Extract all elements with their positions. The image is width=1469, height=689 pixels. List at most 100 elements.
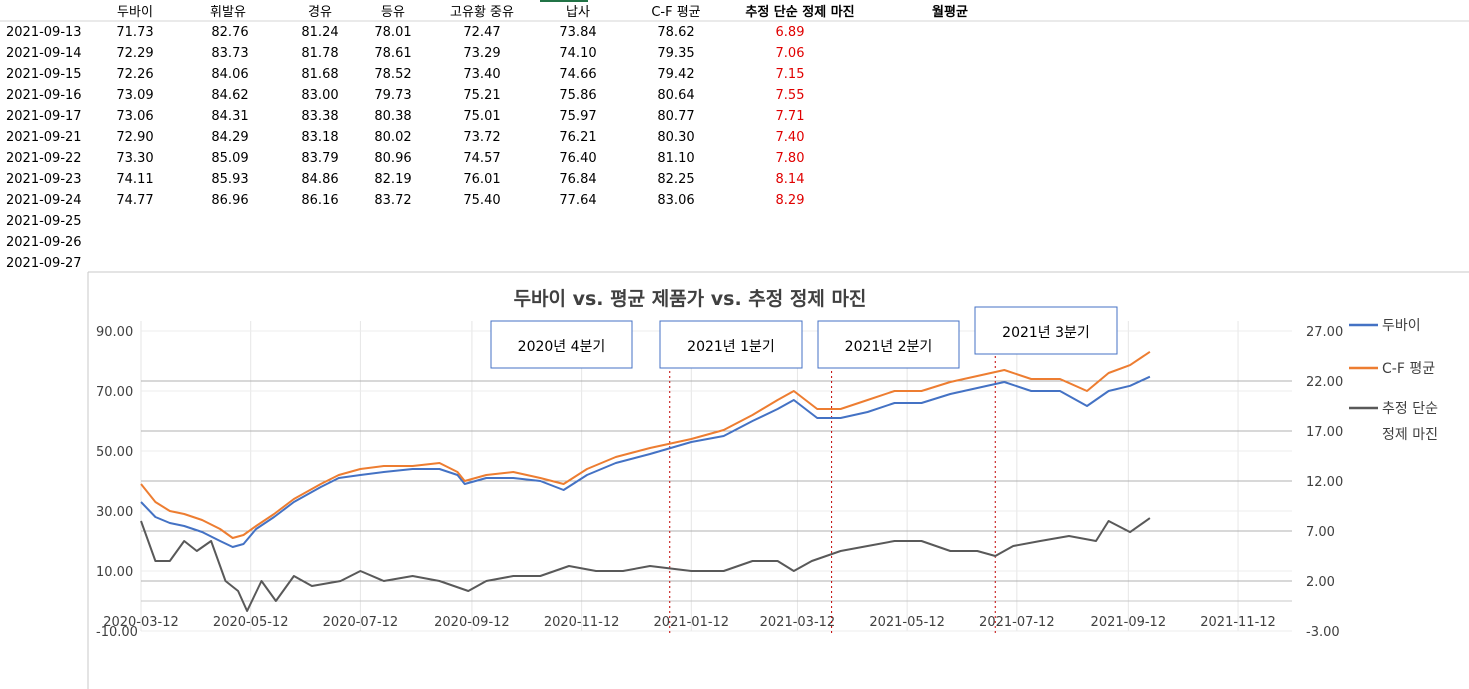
- value-cell[interactable]: 81.10: [657, 151, 694, 166]
- value-cell[interactable]: 75.40: [463, 193, 500, 208]
- margin-value-cell[interactable]: 7.06: [776, 46, 805, 61]
- value-cell[interactable]: 76.84: [559, 172, 596, 187]
- margin-value-cell[interactable]: 8.29: [776, 193, 805, 208]
- value-cell[interactable]: 82.76: [211, 25, 248, 40]
- value-cell[interactable]: 84.29: [211, 130, 248, 145]
- value-cell[interactable]: 79.73: [374, 88, 411, 103]
- value-cell[interactable]: 84.31: [211, 109, 248, 124]
- margin-value-cell[interactable]: 7.80: [776, 151, 805, 166]
- value-cell[interactable]: 74.77: [116, 193, 153, 208]
- row-date-cell[interactable]: 2021-09-26: [6, 235, 82, 250]
- value-cell[interactable]: 81.68: [301, 67, 338, 82]
- value-cell[interactable]: 72.29: [116, 46, 153, 61]
- value-cell[interactable]: 73.72: [463, 130, 500, 145]
- value-cell[interactable]: 76.01: [463, 172, 500, 187]
- value-cell[interactable]: 75.86: [559, 88, 596, 103]
- value-cell[interactable]: 84.86: [301, 172, 338, 187]
- value-cell[interactable]: 74.66: [559, 67, 596, 82]
- series-line-2[interactable]: [140, 517, 1151, 612]
- value-cell[interactable]: 71.73: [116, 25, 153, 40]
- quarter-label-box[interactable]: [817, 320, 960, 369]
- column-header[interactable]: 경유: [308, 5, 332, 20]
- legend-entry[interactable]: 두바이: [1382, 318, 1421, 334]
- value-cell[interactable]: 74.10: [559, 46, 596, 61]
- value-cell[interactable]: 72.47: [463, 25, 500, 40]
- column-header[interactable]: 납사: [566, 5, 590, 20]
- value-cell[interactable]: 73.06: [116, 109, 153, 124]
- value-cell[interactable]: 80.64: [657, 88, 694, 103]
- value-cell[interactable]: 80.02: [374, 130, 411, 145]
- value-cell[interactable]: 80.38: [374, 109, 411, 124]
- value-cell[interactable]: 72.90: [116, 130, 153, 145]
- legend-entry[interactable]: C-F 평균: [1382, 361, 1435, 377]
- row-date-cell[interactable]: 2021-09-22: [6, 151, 82, 166]
- row-date-cell[interactable]: 2021-09-14: [6, 46, 82, 61]
- value-cell[interactable]: 79.35: [657, 46, 694, 61]
- column-header[interactable]: 추정 단순 정제 마진: [745, 4, 854, 20]
- value-cell[interactable]: 72.26: [116, 67, 153, 82]
- value-cell[interactable]: 79.42: [657, 67, 694, 82]
- value-cell[interactable]: 85.09: [211, 151, 248, 166]
- series-line-1[interactable]: [140, 350, 1151, 539]
- column-header[interactable]: 두바이: [117, 5, 153, 20]
- row-date-cell[interactable]: 2021-09-25: [6, 214, 82, 229]
- column-header[interactable]: 고유황 중유: [450, 5, 514, 20]
- value-cell[interactable]: 80.30: [657, 130, 694, 145]
- value-cell[interactable]: 75.97: [559, 109, 596, 124]
- column-header[interactable]: 휘발유: [210, 5, 246, 20]
- value-cell[interactable]: 75.01: [463, 109, 500, 124]
- margin-value-cell[interactable]: 6.89: [776, 25, 805, 40]
- value-cell[interactable]: 85.93: [211, 172, 248, 187]
- column-header[interactable]: 월평균: [932, 4, 968, 20]
- row-date-cell[interactable]: 2021-09-17: [6, 109, 82, 124]
- series-line-0[interactable]: [140, 375, 1151, 548]
- value-cell[interactable]: 82.19: [374, 172, 411, 187]
- value-cell[interactable]: 80.77: [657, 109, 694, 124]
- row-date-cell[interactable]: 2021-09-15: [6, 67, 82, 82]
- value-cell[interactable]: 83.79: [301, 151, 338, 166]
- value-cell[interactable]: 84.06: [211, 67, 248, 82]
- quarter-label-box[interactable]: [974, 306, 1118, 355]
- value-cell[interactable]: 78.62: [657, 25, 694, 40]
- value-cell[interactable]: 78.01: [374, 25, 411, 40]
- quarter-label-box[interactable]: [659, 320, 803, 369]
- value-cell[interactable]: 80.96: [374, 151, 411, 166]
- row-date-cell[interactable]: 2021-09-16: [6, 88, 82, 103]
- column-header[interactable]: 등유: [381, 5, 405, 20]
- row-date-cell[interactable]: 2021-09-21: [6, 130, 82, 145]
- margin-value-cell[interactable]: 7.15: [776, 67, 805, 82]
- value-cell[interactable]: 83.72: [374, 193, 411, 208]
- value-cell[interactable]: 74.57: [463, 151, 500, 166]
- value-cell[interactable]: 81.24: [301, 25, 338, 40]
- value-cell[interactable]: 73.09: [116, 88, 153, 103]
- value-cell[interactable]: 86.96: [211, 193, 248, 208]
- column-header[interactable]: C-F 평균: [651, 5, 700, 20]
- value-cell[interactable]: 73.40: [463, 67, 500, 82]
- margin-value-cell[interactable]: 7.55: [776, 88, 805, 103]
- value-cell[interactable]: 74.11: [116, 172, 153, 187]
- value-cell[interactable]: 84.62: [211, 88, 248, 103]
- legend-entry[interactable]: 추정 단순 정제 마진: [1382, 401, 1438, 443]
- margin-value-cell[interactable]: 8.14: [776, 172, 805, 187]
- value-cell[interactable]: 78.52: [374, 67, 411, 82]
- value-cell[interactable]: 83.73: [211, 46, 248, 61]
- value-cell[interactable]: 77.64: [559, 193, 596, 208]
- value-cell[interactable]: 73.84: [559, 25, 596, 40]
- value-cell[interactable]: 76.40: [559, 151, 596, 166]
- quarter-label-box[interactable]: [490, 320, 633, 369]
- row-date-cell[interactable]: 2021-09-13: [6, 25, 82, 40]
- value-cell[interactable]: 83.38: [301, 109, 338, 124]
- value-cell[interactable]: 83.00: [301, 88, 338, 103]
- value-cell[interactable]: 73.30: [116, 151, 153, 166]
- value-cell[interactable]: 81.78: [301, 46, 338, 61]
- value-cell[interactable]: 73.29: [463, 46, 500, 61]
- value-cell[interactable]: 78.61: [374, 46, 411, 61]
- value-cell[interactable]: 75.21: [463, 88, 500, 103]
- margin-value-cell[interactable]: 7.40: [776, 130, 805, 145]
- value-cell[interactable]: 86.16: [301, 193, 338, 208]
- row-date-cell[interactable]: 2021-09-27: [6, 256, 82, 271]
- value-cell[interactable]: 83.18: [301, 130, 338, 145]
- value-cell[interactable]: 83.06: [657, 193, 694, 208]
- row-date-cell[interactable]: 2021-09-24: [6, 193, 82, 208]
